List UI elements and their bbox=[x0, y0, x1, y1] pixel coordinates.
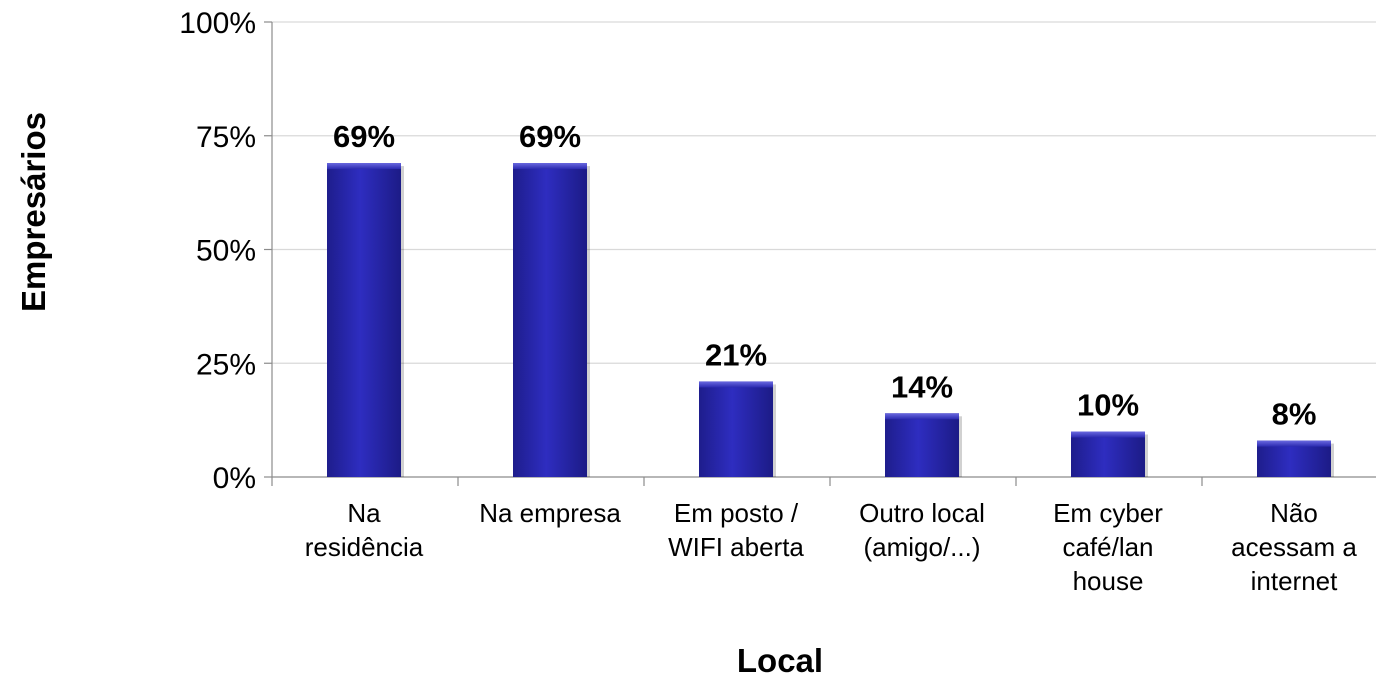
data-label: 69% bbox=[519, 119, 581, 154]
x-category-label-line: Não bbox=[1270, 498, 1318, 528]
bar bbox=[327, 163, 401, 478]
x-category-label-line: café/lan bbox=[1062, 532, 1153, 562]
labels: 0% 25% 50% 75% 100% 69% Na residência 69% Na empr… bbox=[179, 7, 1357, 596]
bar-top-highlight bbox=[885, 413, 959, 420]
x-category-label-line: acessam a bbox=[1231, 532, 1357, 562]
x-category-label: Não acessam a internet bbox=[1231, 498, 1357, 596]
x-category-label-line: house bbox=[1073, 566, 1144, 596]
y-tick-label: 75% bbox=[196, 121, 256, 154]
bars bbox=[327, 163, 1334, 478]
bar bbox=[1257, 440, 1331, 477]
bar bbox=[885, 413, 959, 477]
y-tick-label: 0% bbox=[213, 462, 256, 495]
gridlines bbox=[272, 21, 1376, 364]
bar-top-highlight bbox=[1071, 431, 1145, 438]
bar bbox=[699, 381, 773, 477]
data-label: 10% bbox=[1077, 388, 1139, 423]
x-category-label: Em cyber café/lan house bbox=[1053, 498, 1163, 596]
x-axis-title: Local bbox=[737, 642, 823, 677]
x-category-label: Em posto / WIFI aberta bbox=[668, 498, 804, 562]
y-tick-label: 25% bbox=[196, 348, 256, 381]
x-category-label-line: Em posto / bbox=[674, 498, 799, 528]
data-label: 14% bbox=[891, 369, 953, 404]
y-axis-title: Empresários bbox=[15, 112, 52, 312]
y-tick-label: 50% bbox=[196, 235, 256, 268]
x-category-label-line: internet bbox=[1251, 566, 1338, 596]
data-label: 69% bbox=[333, 119, 395, 154]
x-category-label-line: Outro local bbox=[859, 498, 985, 528]
data-label: 21% bbox=[705, 337, 767, 372]
x-category-label-line: WIFI aberta bbox=[668, 532, 804, 562]
bar-top-highlight bbox=[699, 381, 773, 388]
x-category-label: Na empresa bbox=[479, 498, 621, 528]
bar-top-highlight bbox=[1257, 440, 1331, 447]
data-label: 8% bbox=[1272, 397, 1317, 432]
x-category-label-line: residência bbox=[305, 532, 424, 562]
bar-top-highlight bbox=[327, 163, 401, 170]
bar bbox=[513, 163, 587, 478]
x-category-label-line: Na bbox=[347, 498, 381, 528]
x-category-label-line: Na empresa bbox=[479, 498, 621, 528]
y-tick-label: 100% bbox=[179, 7, 256, 40]
x-category-label: Na residência bbox=[305, 498, 424, 562]
x-category-label-line: Em cyber bbox=[1053, 498, 1163, 528]
x-category-label: Outro local (amigo/...) bbox=[859, 498, 985, 562]
bar bbox=[1071, 431, 1145, 477]
bar-top-highlight bbox=[513, 163, 587, 170]
axes bbox=[264, 21, 1376, 486]
x-category-label-line: (amigo/...) bbox=[863, 532, 980, 562]
